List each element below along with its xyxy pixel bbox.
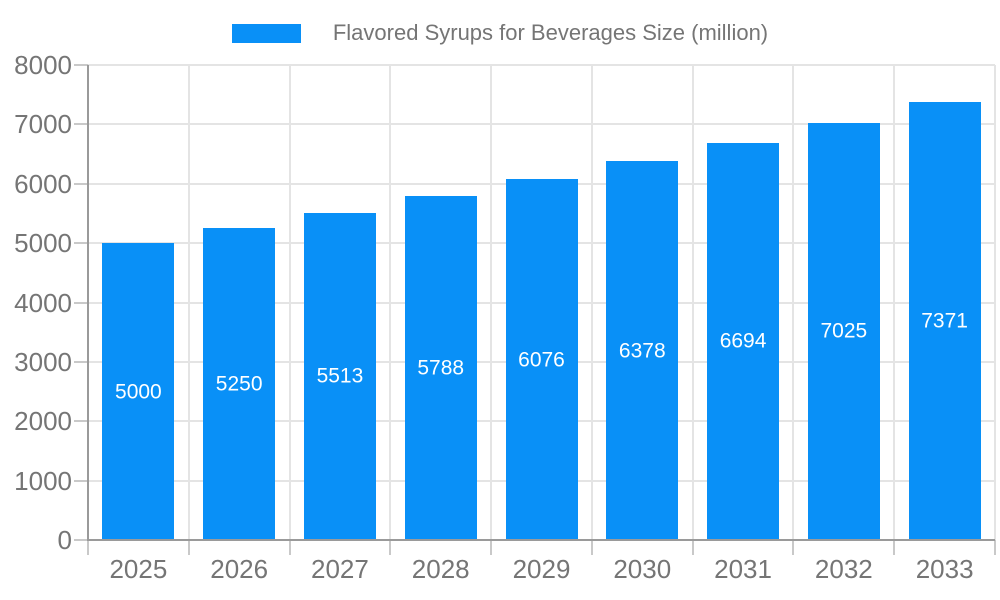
v-gridline bbox=[691, 65, 694, 540]
bar[interactable] bbox=[404, 196, 477, 540]
bar-value-label: 5788 bbox=[417, 356, 465, 380]
v-gridline bbox=[590, 65, 593, 540]
y-tick bbox=[74, 420, 88, 423]
x-tick bbox=[893, 540, 896, 555]
bar-value-label: 6694 bbox=[719, 329, 767, 353]
y-tick bbox=[74, 242, 88, 245]
bar-value-label: 7371 bbox=[921, 309, 968, 333]
bar[interactable] bbox=[908, 102, 981, 540]
legend[interactable]: Flavored Syrups for Beverages Size (mill… bbox=[0, 14, 1000, 52]
y-tick bbox=[74, 182, 88, 185]
y-tick bbox=[74, 123, 88, 126]
v-gridline bbox=[389, 65, 392, 540]
x-tick-label: 2027 bbox=[311, 554, 369, 584]
bar-value-label: 5513 bbox=[316, 364, 364, 388]
x-tick bbox=[490, 540, 493, 555]
bar-value-label: 7025 bbox=[820, 319, 868, 343]
x-tick bbox=[87, 540, 89, 555]
legend-label: Flavored Syrups for Beverages Size (mill… bbox=[332, 20, 769, 45]
y-tick bbox=[74, 360, 88, 363]
v-gridline bbox=[792, 65, 795, 540]
y-tick-label: 2000 bbox=[14, 406, 72, 437]
x-tick-label: 2033 bbox=[915, 554, 974, 584]
v-gridline bbox=[187, 65, 190, 540]
bar[interactable] bbox=[203, 228, 276, 540]
bar-value-label: 5250 bbox=[215, 372, 263, 396]
bar-value-label: 6378 bbox=[618, 339, 666, 363]
x-tick-label: 2026 bbox=[210, 554, 269, 584]
v-gridline bbox=[893, 65, 896, 540]
bar[interactable] bbox=[102, 243, 175, 540]
legend-swatch-icon bbox=[231, 23, 301, 43]
y-tick bbox=[74, 479, 88, 482]
y-axis-line bbox=[87, 65, 89, 541]
x-tick bbox=[691, 540, 694, 555]
x-tick bbox=[389, 540, 392, 555]
y-tick-label: 5000 bbox=[14, 228, 72, 259]
x-tick-label: 2029 bbox=[512, 554, 571, 584]
bar-value-label: 5000 bbox=[115, 380, 162, 404]
x-tick bbox=[187, 540, 190, 555]
y-tick bbox=[74, 301, 88, 304]
bar[interactable] bbox=[303, 212, 376, 540]
v-gridline bbox=[994, 65, 996, 540]
x-tick bbox=[590, 540, 593, 555]
x-tick-label: 2028 bbox=[411, 554, 470, 584]
y-tick-label: 1000 bbox=[14, 465, 72, 496]
y-tick-label: 7000 bbox=[14, 109, 72, 140]
bar[interactable] bbox=[807, 122, 880, 540]
y-tick-label: 6000 bbox=[14, 168, 72, 199]
h-gridline bbox=[88, 64, 995, 66]
x-tick-label: 2031 bbox=[714, 554, 772, 584]
y-tick bbox=[74, 64, 88, 66]
h-gridline bbox=[88, 123, 995, 126]
v-gridline bbox=[490, 65, 493, 540]
bar[interactable] bbox=[606, 161, 679, 540]
y-tick-label: 3000 bbox=[14, 346, 72, 377]
v-gridline bbox=[288, 65, 291, 540]
x-axis-line bbox=[88, 539, 995, 541]
x-tick-label: 2030 bbox=[613, 554, 672, 584]
y-tick-label: 8000 bbox=[14, 50, 72, 80]
x-tick bbox=[288, 540, 291, 555]
x-tick bbox=[994, 540, 996, 555]
x-tick-label: 2032 bbox=[814, 554, 873, 584]
x-tick bbox=[792, 540, 795, 555]
y-tick bbox=[74, 539, 88, 541]
y-tick-label: 0 bbox=[57, 525, 72, 555]
bar[interactable] bbox=[505, 179, 578, 540]
bar-value-label: 6076 bbox=[518, 348, 565, 372]
y-tick-label: 4000 bbox=[14, 287, 72, 318]
bar[interactable] bbox=[707, 142, 780, 540]
x-tick-label: 2025 bbox=[109, 554, 168, 584]
